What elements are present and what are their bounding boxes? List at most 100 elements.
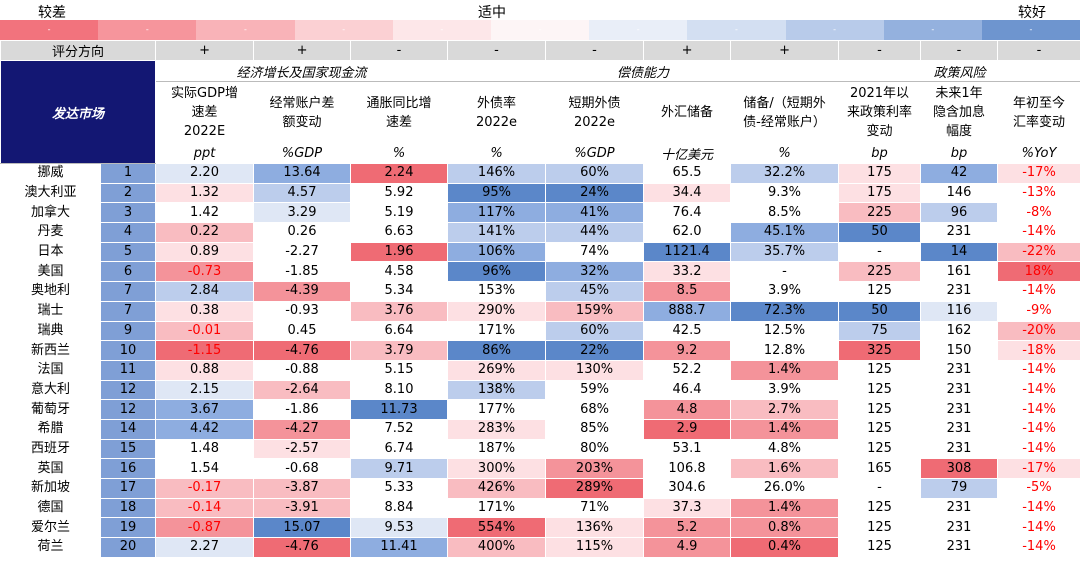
scale-segment: -: [392, 20, 491, 40]
direction-sign: +: [155, 40, 255, 61]
group-header: 政策风险: [838, 60, 1080, 82]
table-cell: 0.26: [253, 222, 352, 243]
data-row: 西班牙 15 1.48 -2.57 6.74 187% 80% 53.1 4.8% 125 231-…: [0, 438, 1080, 460]
table-cell: -3.87: [253, 478, 352, 499]
legend-better: 较好: [1018, 5, 1046, 21]
table-cell: 95%: [447, 182, 547, 204]
table-cell: 125: [838, 281, 922, 302]
table-cell: 0.22: [155, 222, 255, 243]
table-cell: 231: [920, 281, 999, 302]
table-cell: 1.32: [155, 182, 255, 204]
table-cell: 3.67: [155, 399, 255, 420]
table-cell: 37.3: [643, 497, 732, 519]
scale-segment: -: [98, 20, 197, 40]
column-unit: %: [350, 143, 449, 164]
table-cell: 125: [838, 517, 922, 539]
corner-header: 发达市场: [0, 60, 157, 164]
table-cell: 304.6: [643, 478, 732, 499]
table-cell: 14: [920, 241, 999, 263]
table-cell: 146%: [447, 163, 547, 184]
table-cell: 53.1: [643, 438, 732, 460]
table-cell: 9.3%: [730, 182, 840, 204]
table-cell: 34.4: [643, 182, 732, 204]
data-row: 法国 11 0.88 -0.88 5.15 269% 130% 52.2 1.4% 125 231-…: [0, 359, 1080, 381]
table-cell: 32%: [545, 261, 645, 283]
table-cell: 71%: [545, 497, 645, 519]
table-cell: 125: [838, 537, 922, 558]
table-cell: 45%: [545, 281, 645, 302]
header-row: 实际GDP增 速差 2022E 经常账户差 额变动 通胀同比增 速差 外债率 2022…: [1, 81, 1080, 144]
table-cell: 115%: [545, 537, 645, 558]
table-cell: -2.57: [253, 438, 352, 460]
table-cell: 1.4%: [730, 497, 840, 519]
color-scale: -----------: [0, 20, 1080, 40]
table-cell: 2.15: [155, 379, 255, 401]
table-cell: 231: [920, 399, 999, 420]
table-cell: -9%: [997, 300, 1080, 322]
table-cell: 35.7%: [730, 241, 840, 263]
table-cell: 2.9: [643, 418, 732, 440]
table-cell: -1.86: [253, 399, 352, 420]
table-cell: 289%: [545, 478, 645, 499]
table-cell: 138%: [447, 379, 547, 401]
data-row: 希腊 14 4.42 -4.27 7.52 283% 85% 2.9 1.4% 125 231 -14…: [0, 418, 1080, 440]
table-cell: 74%: [545, 241, 645, 263]
table-cell: 1.42: [155, 202, 255, 224]
table-cell: 0.4%: [730, 537, 840, 558]
table-cell: 12.8%: [730, 340, 840, 361]
market-rank: 15: [99, 438, 157, 460]
market-name: 挪威: [0, 163, 101, 184]
table-cell: -14%: [997, 438, 1080, 460]
table-cell: 3.79: [350, 340, 449, 361]
table-cell: 171%: [447, 497, 547, 519]
scale-segment: -: [0, 20, 99, 40]
table-cell: -0.87: [155, 517, 255, 539]
table-cell: -17%: [997, 458, 1080, 479]
market-name: 丹麦: [0, 222, 101, 243]
direction-sign: +: [253, 40, 352, 61]
market-name: 希腊: [0, 418, 101, 440]
direction-sign: +: [643, 40, 732, 61]
direction-sign: +: [730, 40, 840, 61]
table-cell: 141%: [447, 222, 547, 243]
table-cell: 41%: [545, 202, 645, 224]
direction-sign: -: [350, 40, 449, 61]
table-cell: -3.91: [253, 497, 352, 519]
table-cell: 3.29: [253, 202, 352, 224]
table-cell: 231: [920, 418, 999, 440]
table-cell: 45.1%: [730, 222, 840, 243]
direction-sign: -: [545, 40, 645, 61]
table-cell: 3.9%: [730, 379, 840, 401]
market-rank: 18: [99, 497, 157, 519]
direction-row: 评分方向 + + - - - + + - - -: [0, 40, 1080, 61]
table-cell: 231: [920, 222, 999, 243]
market-name: 澳大利亚: [0, 182, 101, 204]
table-cell: 60%: [545, 163, 645, 184]
table-cell: 79: [920, 478, 999, 499]
table-cell: 117%: [447, 202, 547, 224]
table-cell: 0.45: [253, 320, 352, 342]
table-cell: 5.92: [350, 182, 449, 204]
table-cell: -0.73: [155, 261, 255, 283]
market-name: 爱尔兰: [0, 517, 101, 539]
table-cell: 62.0: [643, 222, 732, 243]
table-cell: 153%: [447, 281, 547, 302]
table-cell: 85%: [545, 418, 645, 440]
table-cell: -5%: [997, 478, 1080, 499]
table-cell: 4.58: [350, 261, 449, 283]
data-row: 葡萄牙 12 3.67 -1.86 11.73 177% 68% 4.8 2.7% 125 231-…: [0, 399, 1080, 420]
table-cell: 2.7%: [730, 399, 840, 420]
table-cell: 52.2: [643, 359, 732, 381]
market-name: 瑞典: [0, 320, 101, 342]
table-cell: 106%: [447, 241, 547, 263]
table-cell: 9.53: [350, 517, 449, 539]
direction-label: 评分方向: [0, 40, 157, 61]
table-cell: -4.76: [253, 537, 352, 558]
market-rank: 6: [99, 261, 157, 283]
table-cell: -14%: [997, 379, 1080, 401]
market-name: 新西兰: [0, 340, 101, 361]
table-cell: 22%: [545, 340, 645, 361]
table-cell: 1121.4: [643, 241, 732, 263]
table-cell: 125: [838, 438, 922, 460]
data-row: 新西兰 10 -1.15 -4.76 3.79 86% 22% 9.2 12.8% 325 150-…: [0, 340, 1080, 361]
